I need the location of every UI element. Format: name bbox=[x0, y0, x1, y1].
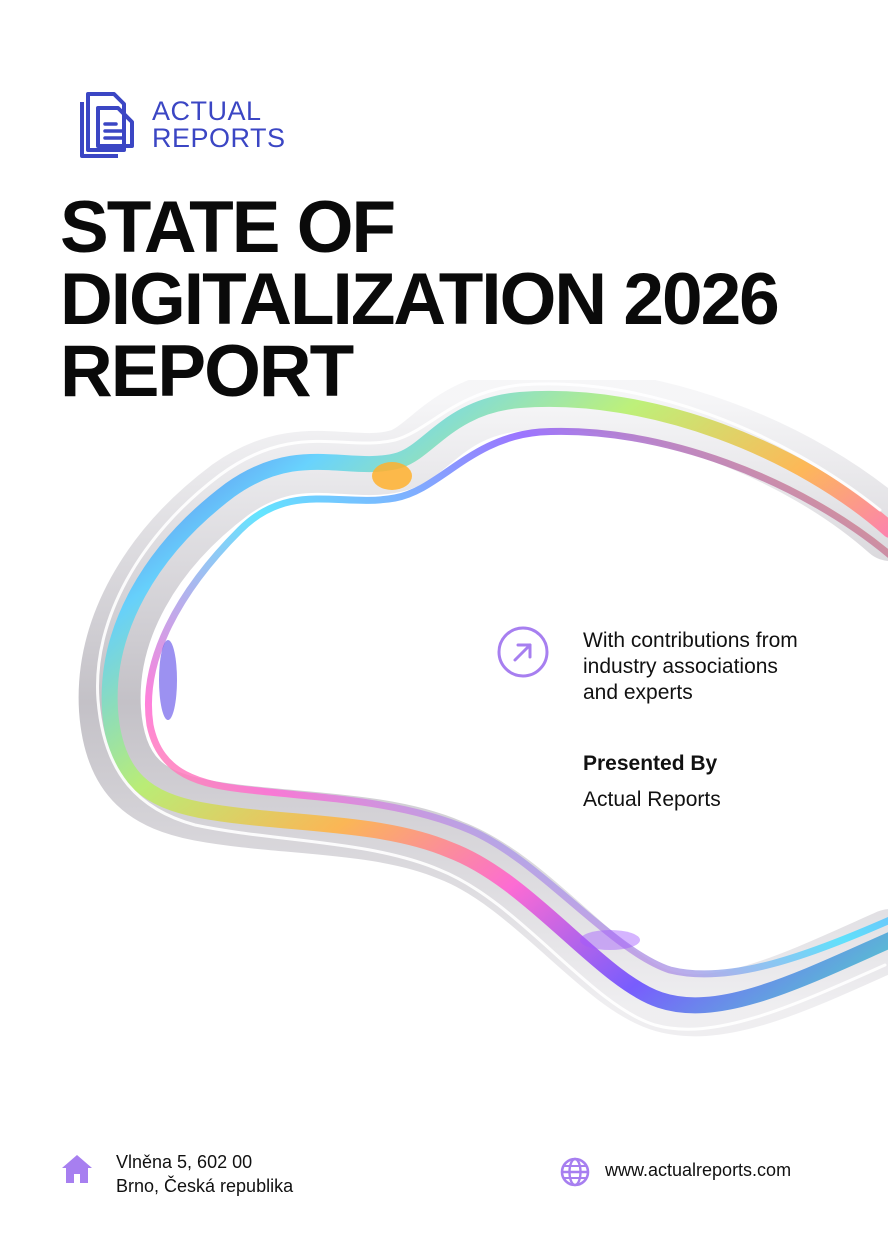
brand-line-2: REPORTS bbox=[152, 123, 286, 153]
address-line-2: Brno, Česká republika bbox=[116, 1176, 294, 1196]
arrow-up-right-icon bbox=[497, 626, 549, 678]
contributions-line-3: and experts bbox=[583, 681, 693, 704]
title-line-3: REPORT bbox=[60, 331, 354, 412]
address-line-1: Vlněna 5, 602 00 bbox=[116, 1152, 253, 1172]
brand-line-1: ACTUAL bbox=[152, 96, 262, 126]
report-title: STATE OF DIGITALIZATION 2026 REPORT bbox=[60, 187, 780, 412]
home-icon bbox=[62, 1155, 92, 1183]
contributions-line-2: industry associations bbox=[583, 655, 778, 678]
iridescent-ribbon-artwork bbox=[78, 380, 888, 1037]
document-logo-icon bbox=[80, 92, 134, 158]
presented-by-label: Presented By bbox=[583, 752, 718, 775]
title-line-2: DIGITALIZATION 2026 bbox=[60, 259, 780, 340]
title-line-1: STATE OF bbox=[60, 187, 396, 268]
presented-by-name: Actual Reports bbox=[583, 788, 721, 811]
website-link[interactable]: www.actualreports.com bbox=[605, 1160, 792, 1180]
contributions-line-1: With contributions from bbox=[583, 629, 798, 652]
address: Vlněna 5, 602 00 Brno, Česká republika bbox=[116, 1150, 293, 1198]
contributions-note: With contributions from industry associa… bbox=[583, 628, 873, 706]
brand-logo: ACTUAL REPORTS bbox=[78, 90, 286, 160]
brand-wordmark: ACTUAL REPORTS bbox=[152, 98, 286, 152]
globe-icon bbox=[560, 1157, 590, 1187]
